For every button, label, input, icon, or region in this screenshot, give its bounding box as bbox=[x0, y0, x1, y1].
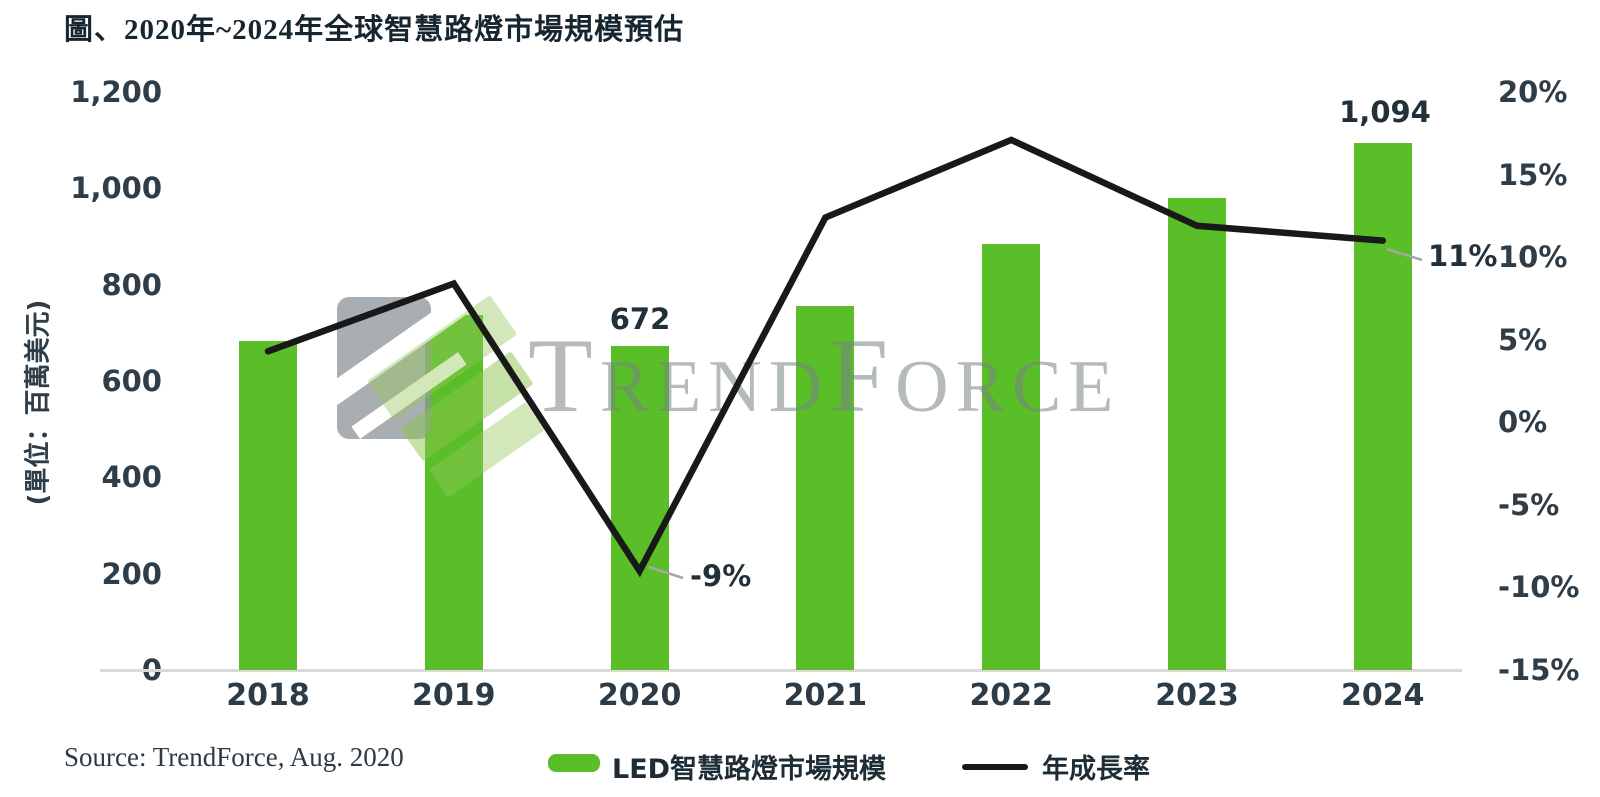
growth-label-2020: -9% bbox=[690, 559, 752, 593]
bar-value-label-2024: 1,094 bbox=[1339, 95, 1431, 129]
legend-bar-label: LED智慧路燈市場規模 bbox=[612, 754, 887, 785]
chart-title: 圖、2020年~2024年全球智慧路燈市場規模預估 bbox=[64, 14, 685, 46]
bar-2023 bbox=[1168, 197, 1226, 670]
y-left-tick: 1,200 bbox=[70, 75, 162, 109]
x-tick-2023: 2023 bbox=[1155, 678, 1239, 713]
y-right-tick: -10% bbox=[1498, 570, 1580, 605]
y-right-tick: 5% bbox=[1498, 322, 1548, 357]
y-left-tick: 1,000 bbox=[70, 171, 162, 206]
bar-2020 bbox=[610, 346, 669, 670]
x-tick-2022: 2022 bbox=[969, 678, 1053, 713]
growth-label-2024: 11% bbox=[1428, 239, 1498, 273]
y-left-tick: 600 bbox=[101, 364, 162, 398]
y-right-tick: 10% bbox=[1498, 240, 1568, 275]
y-right-tick: 0% bbox=[1498, 405, 1548, 440]
growth-rate-line bbox=[264, 136, 1387, 578]
y-left-tick: 200 bbox=[101, 556, 162, 591]
y-left-tick: 400 bbox=[101, 460, 162, 495]
y-right-tick: 20% bbox=[1498, 75, 1568, 109]
legend-line-label: 年成長率 bbox=[1042, 754, 1150, 785]
bar-2018 bbox=[239, 341, 297, 670]
source-note: Source: TrendForce, Aug. 2020 bbox=[64, 742, 404, 772]
x-tick-2024: 2024 bbox=[1341, 678, 1425, 713]
bar-2022 bbox=[982, 244, 1041, 670]
x-tick-2019: 2019 bbox=[412, 678, 496, 713]
bar-2024 bbox=[1353, 143, 1412, 670]
y-right-tick: -5% bbox=[1498, 487, 1560, 522]
x-tick-2020: 2020 bbox=[597, 678, 682, 713]
y-left-tick: 800 bbox=[101, 267, 162, 302]
legend-bar-swatch bbox=[548, 754, 600, 772]
y-right-tick: -15% bbox=[1498, 653, 1580, 687]
x-tick-2018: 2018 bbox=[226, 678, 310, 713]
leader-line-2024 bbox=[1386, 247, 1423, 262]
x-axis-line bbox=[100, 669, 1462, 672]
bar-2021 bbox=[796, 306, 855, 670]
legend-line-swatch bbox=[962, 764, 1028, 770]
bar-value-label-2020: 672 bbox=[609, 302, 671, 336]
y-right-tick: 15% bbox=[1498, 157, 1568, 192]
x-tick-2021: 2021 bbox=[783, 678, 868, 713]
leader-line-2020 bbox=[648, 565, 684, 580]
